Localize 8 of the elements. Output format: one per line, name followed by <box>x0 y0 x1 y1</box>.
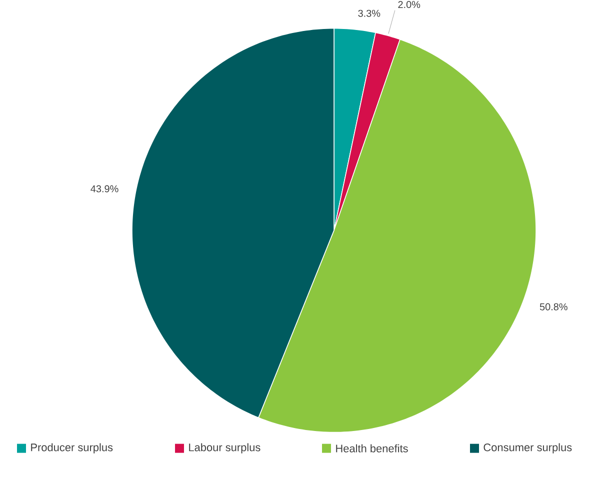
data-label: 2.0% <box>398 0 420 8</box>
legend-label: Consumer surplus <box>484 443 572 454</box>
data-label: 43.9% <box>90 185 118 192</box>
legend-label: Labour surplus <box>189 443 260 454</box>
legend-label: Health benefits <box>336 444 408 452</box>
data-label: 3.3% <box>358 10 380 17</box>
data-label: 50.8% <box>540 303 568 310</box>
legend-label: Producer surplus <box>31 443 113 454</box>
